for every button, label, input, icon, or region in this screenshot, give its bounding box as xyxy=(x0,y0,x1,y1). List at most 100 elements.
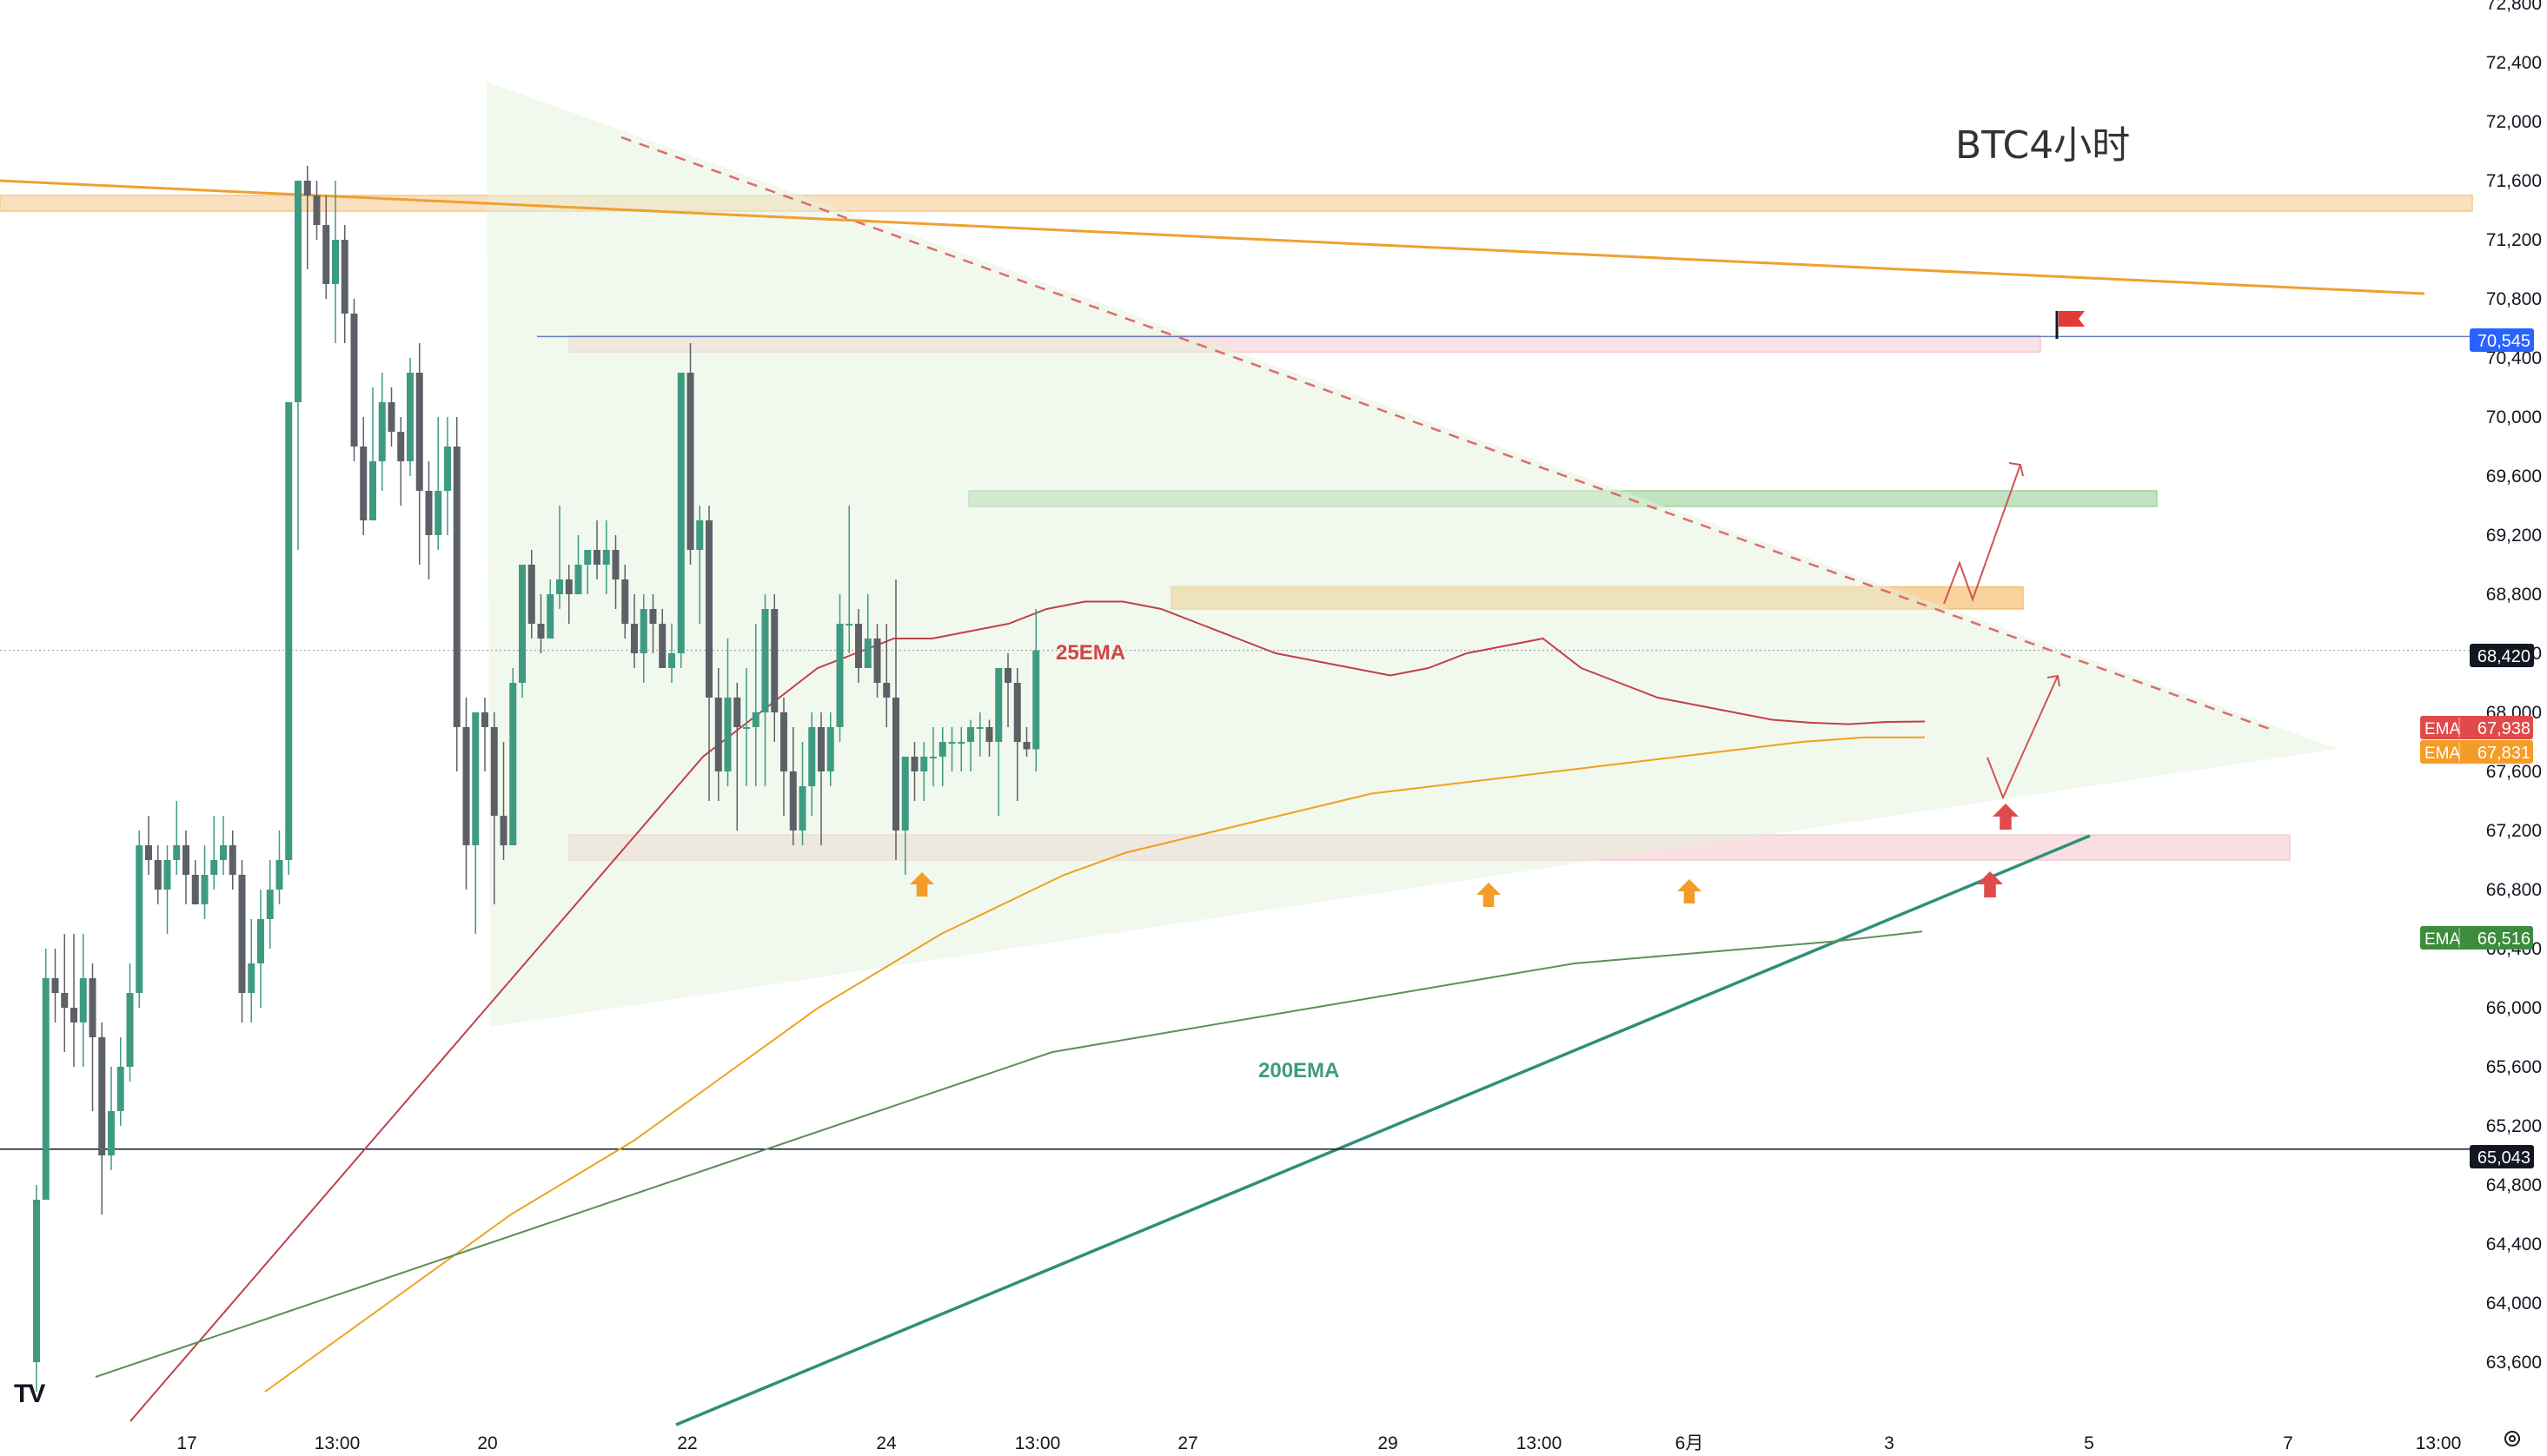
price-tick-label: 69,200 xyxy=(2486,526,2542,546)
candle-body xyxy=(594,550,600,565)
candle xyxy=(500,742,507,860)
candle-body xyxy=(584,550,592,565)
candle xyxy=(415,343,423,565)
candle xyxy=(892,579,899,860)
candle xyxy=(930,727,937,786)
triangle-fill xyxy=(487,82,2338,1027)
candle-body xyxy=(677,373,685,653)
candle xyxy=(752,624,759,786)
price-tick-label: 64,000 xyxy=(2486,1294,2542,1314)
candle xyxy=(434,417,442,550)
candle xyxy=(612,535,620,609)
candle-body xyxy=(771,609,779,712)
candle xyxy=(89,963,96,1111)
price-tick-label: 72,400 xyxy=(2486,53,2542,73)
candle xyxy=(659,609,667,668)
candle-body xyxy=(892,698,899,831)
candle-body xyxy=(154,860,162,890)
arrowhead-icon xyxy=(2046,674,2060,687)
candle xyxy=(42,949,50,1200)
candle-body xyxy=(967,727,974,742)
tradingview-logo-icon[interactable]: TV xyxy=(14,1380,45,1408)
candle xyxy=(594,520,600,579)
badge-label: EMA xyxy=(2424,720,2461,738)
candle-body xyxy=(948,742,956,744)
candle-body xyxy=(612,550,620,579)
price-tick-label: 70,000 xyxy=(2486,407,2542,427)
bounce-projection-line xyxy=(1987,675,2059,800)
time-axis[interactable]: 17 13:00 20 22 24 13:00 27 29 13:00 6月 3 5 7 13:00 xyxy=(176,1433,2461,1453)
candle xyxy=(1013,668,1021,801)
candle-body xyxy=(220,845,227,860)
price-tick-label: 67,600 xyxy=(2486,762,2542,782)
candle xyxy=(116,1037,124,1126)
flag-icon[interactable] xyxy=(2055,311,2085,339)
candle xyxy=(799,742,806,845)
candle-body xyxy=(752,712,759,727)
candle xyxy=(846,506,853,653)
candle-body xyxy=(509,683,517,845)
candle-body xyxy=(500,816,507,845)
candle xyxy=(407,358,414,476)
candle-body xyxy=(472,712,480,845)
candle-body xyxy=(640,609,647,653)
long-term-resistance-line xyxy=(0,179,2425,295)
candle-body xyxy=(425,491,433,535)
candle xyxy=(948,727,956,771)
candle-body xyxy=(808,727,816,786)
candle xyxy=(649,594,657,653)
price-tick-label: 66,800 xyxy=(2486,880,2542,900)
candle xyxy=(883,624,891,727)
candle xyxy=(322,195,330,299)
price-tick-label: 72,800 xyxy=(2486,0,2542,14)
candle-body xyxy=(826,727,834,771)
ema25-label: 25EMA xyxy=(1056,641,1125,665)
candle-body xyxy=(490,727,498,816)
candle xyxy=(248,919,255,1023)
price-axis[interactable]: 72,800 72,400 72,000 71,600 71,200 70,800 70,4… xyxy=(2486,0,2542,1373)
candle xyxy=(724,639,732,786)
candle-body xyxy=(210,860,218,875)
candle-body xyxy=(743,727,750,729)
candle xyxy=(257,890,264,1008)
candle-body xyxy=(724,698,732,771)
price-tick-label: 71,200 xyxy=(2486,230,2542,250)
candle xyxy=(1005,653,1012,727)
candle xyxy=(444,417,451,535)
candle-body xyxy=(388,402,395,432)
candle-body xyxy=(397,432,405,461)
candle-body xyxy=(248,963,255,993)
candle xyxy=(1023,727,1031,757)
candle-body xyxy=(686,373,694,550)
time-tick-label: 24 xyxy=(876,1433,897,1453)
candle-body xyxy=(706,520,713,698)
badge-background xyxy=(2420,926,2533,950)
candle-body xyxy=(444,447,451,491)
candle xyxy=(519,565,526,698)
candle xyxy=(771,594,779,742)
candle-body xyxy=(565,579,573,594)
price-badges: 70,545 68,420 EMA 67,938 EMA 67,831 EMA 66,516 6… xyxy=(2420,328,2534,1168)
badge-background xyxy=(2420,740,2533,764)
candle xyxy=(220,816,227,875)
price-tick-label: 71,600 xyxy=(2486,171,2542,191)
up-arrow-icon xyxy=(1993,804,2019,830)
settings-gear-icon[interactable] xyxy=(2503,1429,2522,1448)
candle xyxy=(61,934,69,1052)
candle xyxy=(631,594,638,668)
candle-body xyxy=(136,845,143,993)
ema-line-200ema xyxy=(95,930,1923,1378)
candle xyxy=(565,565,573,624)
candle-body xyxy=(341,240,348,314)
candle xyxy=(706,506,713,801)
candle-body xyxy=(911,757,919,771)
candle xyxy=(182,831,189,904)
badge-value: 67,938 xyxy=(2477,719,2530,738)
candle-body xyxy=(547,594,554,639)
time-tick-label: 13:00 xyxy=(315,1433,361,1453)
price-badge-last: 68,420 xyxy=(2470,644,2534,667)
price-tick-label: 69,600 xyxy=(2486,467,2542,486)
badge-label: EMA xyxy=(2424,745,2461,763)
candle xyxy=(98,1023,106,1214)
